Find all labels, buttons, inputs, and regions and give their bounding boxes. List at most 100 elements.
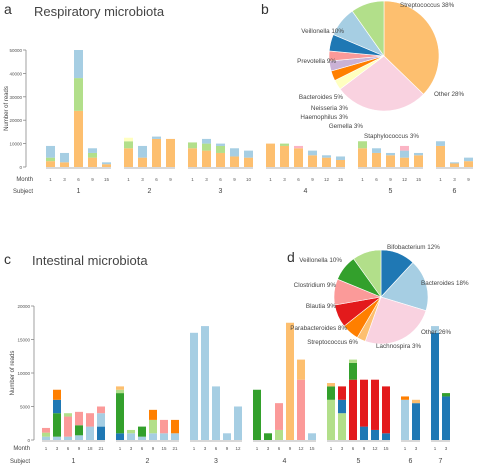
bar-segment bbox=[401, 396, 409, 400]
bar-segment bbox=[414, 152, 423, 156]
bar-segment bbox=[266, 143, 275, 167]
y-tick-label: 0 bbox=[27, 438, 30, 443]
bar-segment bbox=[64, 436, 72, 440]
bar-segment bbox=[138, 426, 146, 437]
panel-c-bar-chart: 0 5000 10000 15000 20000 Number of reads Month… bbox=[10, 304, 450, 465]
bar-segment bbox=[244, 157, 253, 167]
month-tick-label: 1 bbox=[49, 177, 52, 182]
bar-segment bbox=[372, 152, 381, 167]
pie-slice-label: Bacteroides 5% bbox=[299, 94, 344, 101]
pie-slice-label: Bifobacterium 12% bbox=[387, 244, 440, 251]
bar-segment bbox=[442, 393, 450, 397]
bar-segment bbox=[97, 406, 105, 414]
month-tick-label: 12 bbox=[402, 177, 408, 182]
pie-slice-label: Lachnospira 3% bbox=[376, 343, 422, 350]
subject-tick-label: 3 bbox=[219, 188, 223, 195]
panel-d-pie-chart: Bifobacterium 12% Bacteroides 18% Other 26… bbox=[290, 244, 469, 350]
bar-segment bbox=[308, 433, 316, 440]
subject-tick-label: 1 bbox=[77, 188, 81, 195]
bar-segment bbox=[149, 419, 157, 434]
month-tick-label: 3 bbox=[204, 446, 207, 451]
pie-slice bbox=[383, 0, 440, 95]
bar-segment bbox=[308, 150, 317, 156]
bar-segment bbox=[64, 416, 72, 437]
panel-a-title: Respiratory microbiota bbox=[34, 4, 165, 19]
month-tick-label: 3 bbox=[341, 446, 344, 451]
bar-segment bbox=[286, 322, 294, 440]
subject-row-label: Subject bbox=[13, 189, 33, 195]
bar-segment bbox=[338, 399, 346, 414]
month-tick-label: 9 bbox=[311, 177, 314, 182]
bar-segment bbox=[160, 419, 168, 434]
month-tick-label: 9 bbox=[169, 177, 172, 182]
bar-segment bbox=[116, 433, 124, 440]
bar-segment bbox=[88, 157, 97, 167]
subject-tick-label: 2 bbox=[146, 458, 150, 465]
y-tick-label: 5000 bbox=[20, 405, 31, 410]
bar-segment bbox=[42, 427, 50, 433]
panel-c-title: Intestinal microbiota bbox=[32, 253, 148, 268]
bar-segment bbox=[358, 148, 367, 167]
bar-segment bbox=[86, 413, 94, 427]
month-tick-label: 15 bbox=[161, 446, 167, 451]
pie-slice-label: Other 26% bbox=[421, 329, 452, 336]
panel-a-bar-chart: 0 10000 20000 30000 40000 50000 Number of read… bbox=[4, 48, 473, 195]
bar-segment bbox=[171, 419, 179, 434]
month-tick-label: 1 bbox=[439, 177, 442, 182]
bar-segment bbox=[234, 406, 242, 440]
month-tick-label: 9 bbox=[389, 177, 392, 182]
pie-slice-label: Streptococcus 38% bbox=[400, 2, 455, 9]
month-tick-label: 6 bbox=[67, 446, 70, 451]
bar-segment bbox=[223, 433, 231, 440]
bar-segment bbox=[400, 150, 409, 158]
month-tick-label: 12 bbox=[324, 177, 330, 182]
bar-segment bbox=[75, 411, 83, 426]
bar-segment bbox=[338, 386, 346, 400]
bar-segment bbox=[46, 145, 55, 158]
bar-segment bbox=[308, 155, 317, 167]
bar-segment bbox=[86, 426, 94, 440]
panel-b-letter: b bbox=[261, 1, 269, 17]
subject-tick-label: 5 bbox=[389, 188, 393, 195]
month-tick-label: 3 bbox=[267, 446, 270, 451]
pie-slice bbox=[339, 55, 424, 112]
bar-segment bbox=[60, 162, 69, 167]
pie-slice-label: Clostridium 9% bbox=[294, 282, 337, 289]
bar-segment bbox=[160, 433, 168, 440]
month-tick-label: 1 bbox=[193, 446, 196, 451]
y-axis-label: Number of reads bbox=[10, 351, 16, 396]
bar-segment bbox=[64, 413, 72, 417]
month-tick-label: 1 bbox=[434, 446, 437, 451]
bar-segment bbox=[349, 359, 357, 363]
bar-segment bbox=[74, 50, 83, 79]
subject-tick-label: 1 bbox=[72, 458, 76, 465]
bar-segment bbox=[201, 326, 209, 440]
month-tick-label: 12 bbox=[235, 446, 241, 451]
bar-segment bbox=[371, 429, 379, 440]
bar-segment bbox=[349, 379, 357, 440]
pie-slice-label: Veillonella 10% bbox=[301, 28, 344, 35]
bar-segment bbox=[436, 141, 445, 146]
bar-segment bbox=[75, 425, 83, 436]
bar-segment bbox=[400, 145, 409, 151]
month-tick-label: 10 bbox=[246, 177, 252, 182]
subject-tick-label: 3 bbox=[214, 458, 218, 465]
subject-tick-label: 2 bbox=[148, 188, 152, 195]
bar-segment bbox=[297, 379, 305, 440]
bar-segment bbox=[202, 150, 211, 167]
bar-segment bbox=[275, 403, 283, 430]
y-tick-label: 50000 bbox=[9, 48, 22, 53]
bar-segment bbox=[338, 413, 346, 440]
subject-tick-label: 5 bbox=[357, 458, 361, 465]
bar-segment bbox=[464, 161, 473, 167]
month-tick-label: 1 bbox=[256, 446, 259, 451]
month-tick-label: 12 bbox=[372, 446, 378, 451]
month-tick-label: 9 bbox=[78, 446, 81, 451]
bar-segment bbox=[244, 150, 253, 158]
bar-segment bbox=[46, 157, 55, 162]
month-tick-label: 9 bbox=[152, 446, 155, 451]
month-tick-label: 3 bbox=[130, 446, 133, 451]
bar-segment bbox=[171, 433, 179, 440]
panel-b-pie-chart: Streptococcus 38% Other 28% Staphylococcus… bbox=[297, 0, 465, 140]
bar-segment bbox=[450, 162, 459, 164]
